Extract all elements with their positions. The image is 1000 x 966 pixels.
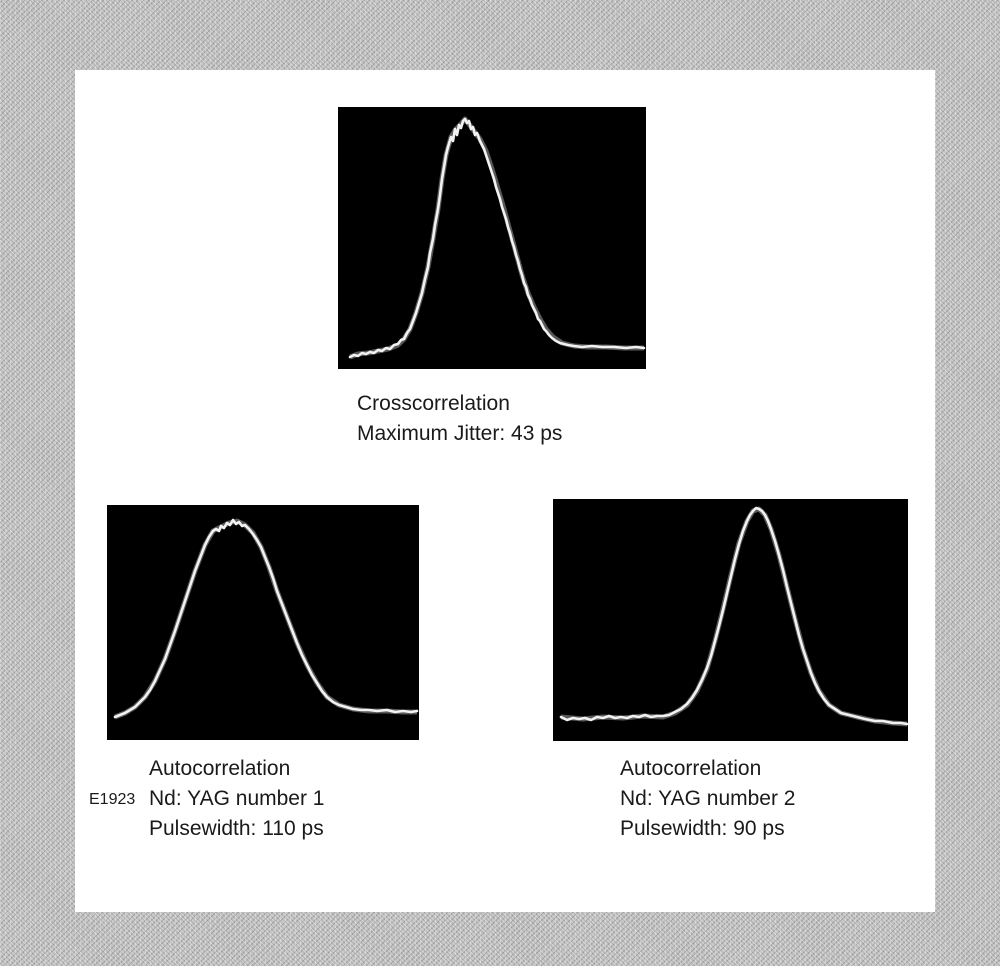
autocorrelation-2-laser: Nd: YAG number 2: [620, 787, 796, 810]
autocorrelation-1-scope-trace: [107, 505, 419, 740]
autocorrelation-2-trace-svg: [559, 506, 908, 727]
autocorrelation-2-trace-glow: [560, 506, 908, 727]
crosscorrelation-caption: Crosscorrelation Maximum Jitter: 43 ps: [357, 389, 562, 449]
crosscorrelation-trace-svg: [348, 116, 646, 360]
crosscorrelation-trace-glow: [349, 116, 644, 360]
figure-sheet: Crosscorrelation Maximum Jitter: 43 ps A…: [75, 70, 935, 912]
autocorrelation-1-trace-glow: [114, 518, 417, 720]
autocorrelation-2-pulsewidth: Pulsewidth: 90 ps: [620, 817, 785, 840]
crosscorrelation-scope-trace: [338, 107, 646, 369]
crosscorrelation-title: Crosscorrelation: [357, 392, 510, 415]
figure-id: E1923: [89, 791, 136, 808]
autocorrelation-1-title: Autocorrelation: [149, 757, 291, 780]
autocorrelation-2-scope-trace: [553, 499, 908, 741]
autocorrelation-1-caption: Autocorrelation Nd: YAG number 1 Pulsewi…: [149, 754, 324, 844]
crosscorrelation-jitter: Maximum Jitter: 43 ps: [357, 422, 563, 445]
autocorrelation-1-pulsewidth: Pulsewidth: 110 ps: [149, 817, 324, 840]
autocorrelation-2-title: Autocorrelation: [620, 757, 762, 780]
crosscorrelation-trace: [348, 117, 646, 359]
autocorrelation-1-trace-svg: [113, 518, 419, 720]
autocorrelation-2-caption: Autocorrelation Nd: YAG number 2 Pulsewi…: [620, 754, 795, 844]
autocorrelation-1-laser: Nd: YAG number 1: [149, 787, 325, 810]
autocorrelation-1-trace: [113, 518, 419, 719]
autocorrelation-2-trace: [559, 506, 908, 726]
